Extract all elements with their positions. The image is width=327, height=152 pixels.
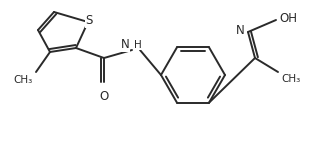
Text: CH₃: CH₃ — [281, 74, 300, 84]
Text: N: N — [236, 24, 245, 38]
Text: O: O — [99, 90, 109, 103]
Text: CH₃: CH₃ — [14, 75, 33, 85]
Text: S: S — [85, 14, 93, 28]
Text: N: N — [121, 38, 130, 52]
Text: OH: OH — [279, 12, 297, 26]
Text: H: H — [134, 40, 142, 50]
